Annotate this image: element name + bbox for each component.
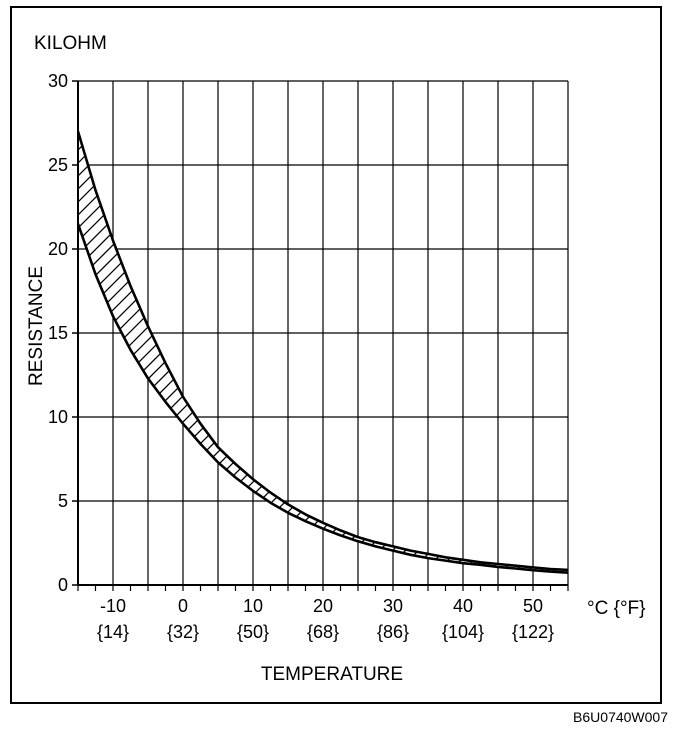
hatch-line (78, 131, 325, 573)
x-tick-label-f: {32} (167, 622, 199, 642)
y-tick-label: 25 (48, 155, 68, 175)
x-tick-label-f: {50} (237, 622, 269, 642)
x-tick-label-f: {86} (377, 622, 409, 642)
hatch-line (78, 131, 442, 573)
x-tick-label: 50 (523, 596, 543, 616)
chart-frame: 0 5 10 15 20 25 30 -10 {14} 0 {32} 10 {50} 20 {68} 30 {8… (10, 6, 662, 704)
y-tick-label: 10 (48, 407, 68, 427)
x-unit-label: °C {°F} (587, 598, 646, 619)
hatch-line (78, 131, 403, 573)
x-tick-label: 10 (243, 596, 263, 616)
x-tick-label-f: {14} (97, 622, 129, 642)
upper-limit-curve (76, 131, 569, 572)
y-tick-label: 20 (48, 239, 68, 259)
hatch-line (156, 131, 568, 573)
hatch-line (78, 131, 507, 573)
y-tick-label: 15 (48, 323, 68, 343)
hatch-line (78, 131, 520, 573)
hatch-line (78, 131, 568, 573)
grid-layer (77, 80, 569, 586)
x-tick-label: 40 (453, 596, 473, 616)
curve-layer (76, 131, 569, 574)
hatch-line (78, 131, 247, 573)
hatch-line (78, 131, 494, 573)
x-tick-label: 30 (383, 596, 403, 616)
label-layer: KILOHM RESISTANCE TEMPERATURE °C {°F} (26, 33, 646, 685)
lower-limit-curve (76, 223, 569, 574)
x-tick-label: 0 (178, 596, 188, 616)
x-tick-label-f: {68} (307, 622, 339, 642)
hatch-line (78, 131, 568, 573)
y-axis-label: RESISTANCE (26, 266, 47, 386)
figure-code: B6U0740W007 (573, 709, 668, 725)
x-tick-label: -10 (100, 596, 126, 616)
hatch-line (78, 131, 559, 573)
chart-svg: 0 5 10 15 20 25 30 -10 {14} 0 {32} 10 {50} 20 {68} 30 {8… (12, 8, 660, 702)
y-tick-label: 0 (58, 575, 68, 595)
hatch-line (651, 8, 660, 702)
hatch-line (12, 8, 25, 702)
x-tick-label-f: {122} (512, 622, 554, 642)
x-axis-label: TEMPERATURE (261, 664, 403, 685)
axis-layer: 0 5 10 15 20 25 30 -10 {14} 0 {32} 10 {50} 20 {68} 30 {8… (48, 71, 569, 642)
x-tick-label: 20 (313, 596, 333, 616)
y-tick-label: 5 (58, 491, 68, 511)
x-tick-label-f: {104} (442, 622, 484, 642)
unit-label: KILOHM (34, 33, 107, 54)
hatch-line (78, 131, 416, 573)
y-tick-label: 30 (48, 71, 68, 91)
hatch-line (78, 131, 429, 573)
